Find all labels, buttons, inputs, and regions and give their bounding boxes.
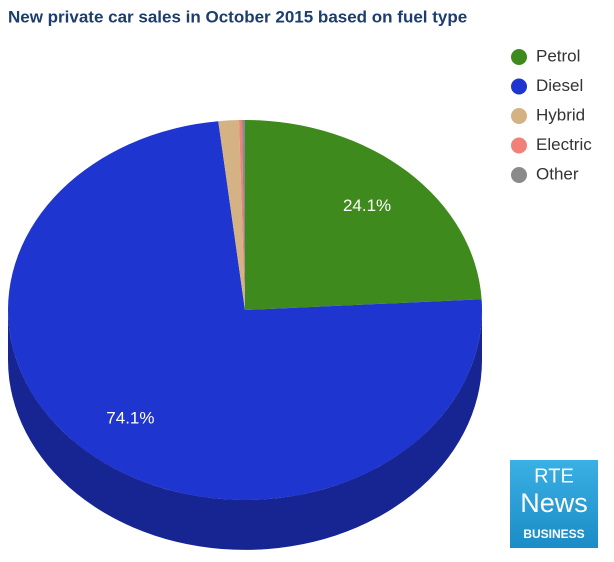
data-label: 24.1% [343,196,391,215]
slice [7,121,483,500]
legend-label: Hybrid [536,105,585,124]
legend-label: Electric [536,135,592,154]
legend-marker [511,108,527,124]
data-label: 74.1% [106,408,154,427]
chart-title: New private car sales in October 2015 ba… [8,7,467,26]
slice [218,120,245,311]
logo-brand: RTE [534,465,574,487]
legend-marker [511,137,527,154]
slice [239,120,245,310]
logo-name: News [520,488,588,518]
legend-label: Petrol [536,46,580,65]
legend-marker [511,78,527,95]
logo-section: BUSINESS [523,527,584,541]
slice-side [8,310,482,550]
legend-label: Diesel [536,76,583,95]
logo: RTE News BUSINESS [510,460,598,548]
slice [245,120,482,310]
legend-marker [511,49,527,65]
legend-marker [511,167,527,183]
slice [242,120,245,310]
logo-box [510,460,598,548]
legend-label: Other [536,164,579,183]
